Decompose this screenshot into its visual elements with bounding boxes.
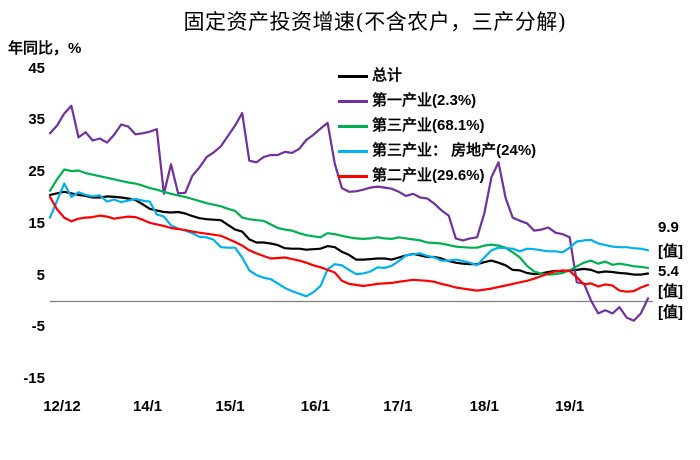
y-tick-label: 15 — [28, 214, 45, 232]
legend-item: 总计 — [338, 65, 402, 87]
legend-line-swatch — [338, 99, 368, 103]
x-tick-label: 19/1 — [555, 398, 585, 415]
x-tick-label: 14/1 — [132, 398, 163, 415]
legend-line-swatch — [338, 124, 368, 128]
x-tick-label: 18/1 — [469, 398, 499, 415]
chart-title: 固定资产投资增速(不含农户，三产分解) — [183, 10, 567, 34]
y-tick-label: 45 — [28, 59, 45, 77]
series-line-3 — [48, 182, 650, 298]
x-tick-label: 15/1 — [215, 398, 245, 415]
legend-item: 第三产业(68.1%) — [338, 115, 485, 137]
end-data-label: 9.9 — [658, 219, 679, 236]
end-data-label: [值] — [658, 243, 683, 260]
x-tick-label: 16/1 — [300, 398, 330, 415]
y-axis-title: 年同比，% — [8, 40, 82, 57]
legend-item: 第三产业： 房地产(24%) — [338, 140, 536, 162]
legend-label: 第一产业(2.3%) — [372, 92, 477, 109]
end-data-label: [值] — [658, 304, 683, 321]
series-line-0 — [48, 190, 650, 276]
x-tick-label: 12/12 — [43, 398, 81, 415]
y-tick-label: 5 — [36, 266, 45, 284]
end-data-label: 5.4 — [658, 263, 679, 280]
legend-line-swatch — [338, 174, 368, 178]
legend-item: 第二产业(29.6%) — [338, 165, 485, 187]
x-tick-label: 17/1 — [383, 398, 413, 415]
legend-label: 第三产业(68.1%) — [372, 117, 485, 134]
legend-line-swatch — [338, 149, 368, 153]
y-tick-label: 35 — [28, 111, 45, 129]
legend-line-swatch — [338, 74, 368, 78]
legend-item: 第一产业(2.3%) — [338, 90, 476, 112]
series-line-4 — [48, 195, 650, 293]
end-data-label: [值] — [658, 283, 683, 300]
legend-label: 第三产业： 房地产(24%) — [372, 142, 537, 159]
legend-label: 第二产业(29.6%) — [372, 167, 485, 184]
series-line-1 — [48, 104, 650, 322]
legend-label: 总计 — [372, 67, 403, 84]
y-tick-label: -15 — [23, 370, 45, 388]
y-tick-label: -5 — [31, 318, 45, 336]
y-tick-label: 25 — [28, 163, 45, 181]
